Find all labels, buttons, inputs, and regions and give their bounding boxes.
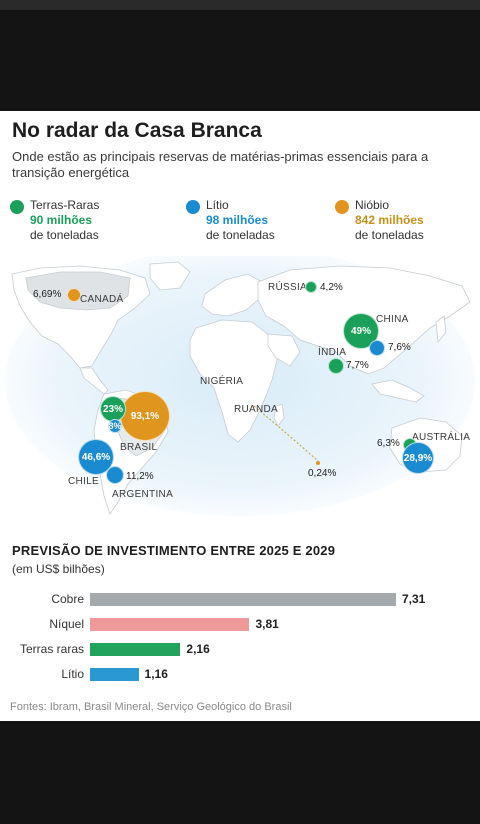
legend-terras-raras-dot xyxy=(10,200,24,214)
bubble-brasil-litio: 8% xyxy=(108,419,122,433)
legend-niobio-name: Nióbio xyxy=(355,198,390,212)
label-brasil: BRASIL xyxy=(120,442,158,453)
label-india: ÍNDIA xyxy=(318,347,347,358)
arabia-shape xyxy=(267,333,301,367)
legend-niobio-dot xyxy=(335,200,349,214)
ruanda-connector xyxy=(253,405,319,462)
indonesia-shape xyxy=(371,379,425,403)
label-chile: CHILE xyxy=(68,476,99,487)
top-strip xyxy=(0,0,480,10)
bar-row-terras-raras: Terras raras 2,16 xyxy=(0,642,480,658)
bubble-canada-niobio xyxy=(67,288,81,302)
label-nigeria: NIGÉRIA xyxy=(200,376,244,387)
bubble-china-terras: 49% xyxy=(343,313,379,349)
bar-litio xyxy=(90,668,139,681)
bar-value-terras-raras: 2,16 xyxy=(186,642,210,656)
investment-chart-subtitle: (em US$ bilhões) xyxy=(12,562,105,576)
label-russia: RÚSSIA xyxy=(268,282,308,293)
bar-value-litio: 1,16 xyxy=(144,667,168,681)
pct-russia-terras: 4,2% xyxy=(320,282,343,293)
label-argentina: ARGENTINA xyxy=(112,489,174,500)
pct-ruanda-niobio: 0,24% xyxy=(308,468,337,479)
bar-terras-raras xyxy=(90,643,181,656)
pct-india-terras: 7,7% xyxy=(346,360,369,371)
bubble-china-litio xyxy=(369,340,385,356)
investment-chart-title: PREVISÃO DE INVESTIMENTO ENTRE 2025 E 20… xyxy=(12,543,336,558)
label-canada: CANADÁ xyxy=(80,294,124,305)
infographic-subtitle: Onde estão as principais reservas de mat… xyxy=(12,149,429,180)
madagascar-shape xyxy=(273,403,285,427)
bar-row-litio: Lítio 1,16 xyxy=(0,667,480,683)
infographic-title: No radar da Casa Branca xyxy=(12,119,262,142)
bubble-argentina-litio xyxy=(106,466,124,484)
bar-label-cobre: Cobre xyxy=(51,592,84,606)
label-australia: AUSTRÁLIA xyxy=(412,432,471,443)
sources-note: Fontes: Ibram, Brasil Mineral, Serviço G… xyxy=(10,701,292,713)
japan-shape xyxy=(435,315,447,344)
legend-litio-dot xyxy=(186,200,200,214)
central-america-shape xyxy=(79,367,109,395)
bar-niquel xyxy=(90,618,250,631)
ruanda-dot xyxy=(316,461,320,465)
pct-china-litio: 7,6% xyxy=(388,342,411,353)
bar-value-cobre: 7,31 xyxy=(402,592,426,606)
bubble-australia-litio: 28,9% xyxy=(402,442,434,474)
pct-argentina-litio: 11,2% xyxy=(126,471,154,482)
pct-canada-niobio: 6,69% xyxy=(33,289,62,300)
label-china: CHINA xyxy=(376,314,409,325)
bubble-brasil-terras: 23% xyxy=(100,396,126,422)
bar-value-niquel: 3,81 xyxy=(255,617,279,631)
greenland-shape xyxy=(149,261,191,291)
bubble-india-terras xyxy=(328,358,344,374)
bubble-russia-terras xyxy=(305,281,317,293)
bar-label-niquel: Níquel xyxy=(49,617,84,631)
bar-label-litio: Lítio xyxy=(61,667,84,681)
bar-row-cobre: Cobre 7,31 xyxy=(0,592,480,608)
infographic-card: No radar da Casa Branca Onde estão as pr… xyxy=(0,111,480,721)
africa-shape xyxy=(189,319,279,443)
bubble-brasil-niobio: 93,1% xyxy=(120,391,170,441)
bar-label-terras-raras: Terras raras xyxy=(19,642,84,656)
legend-terras-raras-name: Terras-Raras xyxy=(30,198,100,212)
legend-terras-raras-unit: de toneladas xyxy=(30,228,99,242)
bar-cobre xyxy=(90,593,396,606)
legend-litio-name: Lítio xyxy=(206,198,229,212)
pct-australia-terras: 6,3% xyxy=(377,438,400,449)
world-map: CANADÁ RÚSSIA CHINA ÍNDIA NIGÉRIA RUANDA… xyxy=(0,256,480,521)
legend-niobio-unit: de toneladas xyxy=(355,228,424,242)
label-ruanda: RUANDA xyxy=(234,404,279,415)
bar-row-niquel: Níquel 3,81 xyxy=(0,617,480,633)
legend-niobio-value: 842 milhões xyxy=(355,213,424,227)
legend-litio-unit: de toneladas xyxy=(206,228,275,242)
europe-shape xyxy=(201,273,263,317)
legend-terras-raras-value: 90 milhões xyxy=(30,213,93,227)
legend-litio-value: 98 milhões xyxy=(206,213,269,227)
